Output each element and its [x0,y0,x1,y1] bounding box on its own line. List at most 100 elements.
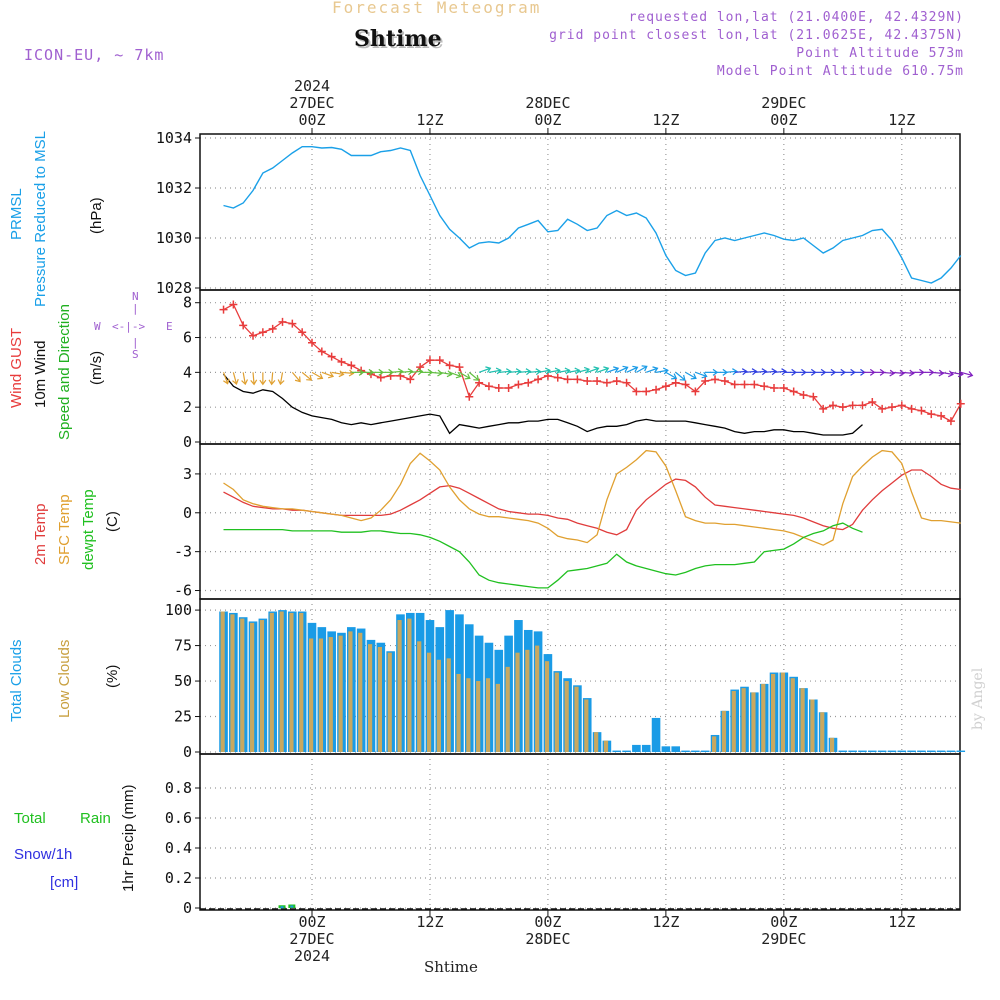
wind-arrow [279,372,284,385]
gust-marker [524,378,533,387]
low-cloud-bar [466,678,471,752]
pressure-line [223,145,962,284]
low-cloud-bar [800,688,805,752]
gust-marker [229,300,238,309]
wind-arrow-head [632,365,639,373]
compass-w: W [94,320,101,333]
y-tick-label: 100 [165,601,192,619]
wind-arrow [596,367,609,373]
low-cloud-bar [712,736,717,752]
gust-marker [946,417,955,426]
wind-arrow [439,371,452,376]
wind-arrow [616,366,628,373]
wind-arrow-head [446,370,453,378]
wind-arrow-head [397,368,404,376]
low-cloud-bar [250,622,255,752]
gust-marker [308,338,316,347]
gust-marker [327,352,336,361]
point-altitude: Point Altitude 573m [796,46,964,61]
low-cloud-bar [358,632,363,752]
total-cloud-bar [917,750,926,752]
wind-arrow-head [268,379,276,386]
time-tick-label: 12Z [888,913,916,931]
time-tick-label: 00Z 27DEC 2024 [289,913,335,965]
wind-arrow-head [909,369,915,377]
low-cloud-bar [269,612,274,752]
time-tick-label: 12Z [652,913,680,931]
cm-label: [cm] [50,874,79,891]
time-tick-label: 12Z [652,111,680,129]
rain-label: Rain [80,810,111,827]
low-cloud-bar [584,699,589,752]
gust-marker [514,380,523,389]
y-tick-label: -3 [174,543,192,561]
gust-marker [642,387,651,396]
sfc-line [223,449,961,546]
wind-arrow [773,370,787,373]
wind-arrow-head [455,371,462,379]
y-tick-label: -6 [174,582,192,600]
snow-bar [290,905,294,908]
wind-arrow-head [294,376,301,383]
low-cloud-bar [436,659,441,752]
gust-marker [956,399,965,408]
wind-arrow [675,371,686,381]
time-tick-label: 2024 27DEC 00Z [289,77,335,129]
time-tick-label: 29DEC 00Z [761,94,807,129]
wind-arrow [271,372,274,385]
time-tick-label: 12Z [888,111,916,129]
gust-marker [730,380,739,389]
wind-arrow-head [771,368,778,376]
total-cloud-bar [838,750,848,752]
wind-arrow-head [732,368,738,376]
y-tick-label: 0 [183,899,192,917]
gust-marker [878,404,887,413]
gust-marker [711,375,720,384]
gust-marker [543,371,552,380]
total-cloud-bar [868,750,877,752]
y-tick-label: 1030 [156,229,192,247]
gust-marker [425,356,434,365]
gust-marker [553,373,562,382]
wind-arrow-head [652,366,659,373]
total-cloud-bar [632,744,641,752]
wind-arrow [222,372,229,384]
wind-arrow [410,370,423,373]
low-cloud-bar [731,690,736,752]
wind-arrow [724,370,737,373]
wind-arrow-head [241,379,249,386]
wind-arrow [537,369,551,373]
wind-arrow [478,367,491,373]
low-cloud-bar [279,611,284,752]
wind-arrow [754,370,767,373]
gust-marker [809,392,818,401]
low-cloud-bar [761,683,766,752]
requested-coords: requested lon,lat (21.0400E, 42.4329N) [628,10,964,25]
time-tick-label: 12Z [416,913,444,931]
wind-arrow [429,371,442,374]
wind-arrow-head [671,373,678,380]
low-cloud-bar [790,678,795,752]
gust-marker [691,387,700,396]
compass-bar-n: | [132,302,139,315]
wind-compass: N | W <-|-> E | S [90,290,180,361]
wind-arrow-head [407,368,414,376]
wind-arrow-head [781,368,787,376]
wind-arrow-head [938,369,945,377]
wind-arrow-head [232,378,239,385]
gust-marker [317,347,326,356]
wind-arrow [518,370,531,373]
low-cloud-bar [259,620,265,752]
total-cloud-bar [858,750,867,752]
gust-marker [897,401,906,410]
total-cloud-bar [691,750,700,752]
top-title: Forecast Meteogram [332,0,542,17]
gust-marker [720,377,729,386]
model-label: ICON-EU, ~ 7km [24,46,165,64]
low-cloud-bar [426,652,432,752]
gust-marker [799,390,808,399]
wind-arrow-head [544,367,551,375]
gust-marker [534,375,543,384]
wind-arrow [891,371,904,374]
